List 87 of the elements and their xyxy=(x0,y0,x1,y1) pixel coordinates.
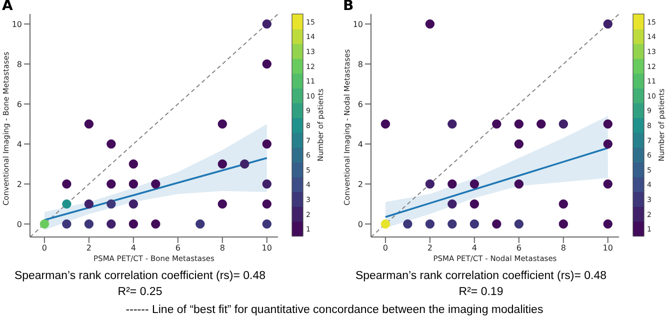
point xyxy=(514,119,524,129)
point xyxy=(151,219,160,229)
y-tick-label: 2 xyxy=(358,180,363,189)
point xyxy=(106,139,116,149)
x-tick-label: 6 xyxy=(175,244,180,253)
point xyxy=(514,139,524,149)
point xyxy=(603,179,612,189)
text: R²= 0.25 xyxy=(116,285,164,299)
point xyxy=(106,179,116,189)
point xyxy=(603,19,612,29)
point xyxy=(603,119,612,129)
point xyxy=(470,179,480,189)
point xyxy=(128,179,138,189)
point xyxy=(425,179,435,189)
y-tick-label: 0 xyxy=(358,220,363,229)
x-tick-label: 10 xyxy=(262,244,272,253)
point xyxy=(536,119,546,129)
point xyxy=(470,219,480,229)
point xyxy=(218,119,228,129)
point xyxy=(62,179,72,189)
point xyxy=(196,219,205,229)
y-tick-label: 4 xyxy=(358,140,363,149)
point xyxy=(425,219,435,229)
chart-title: A xyxy=(2,0,13,14)
text: Spearman’s rank correlation coefficient (rs)= 0.48 xyxy=(354,269,608,283)
point xyxy=(240,159,250,169)
y-tick-label: 6 xyxy=(358,100,363,109)
point xyxy=(262,19,272,29)
x-tick-label: 0 xyxy=(42,244,48,253)
point xyxy=(380,219,390,229)
point xyxy=(84,119,94,129)
point xyxy=(558,219,568,229)
x-tick-label: 10 xyxy=(602,244,613,253)
x-tick-label: 8 xyxy=(220,244,225,253)
y-tick-label: 2 xyxy=(16,180,22,189)
point xyxy=(380,119,390,129)
x-tick-label: 4 xyxy=(472,244,477,253)
x-tick-label: 4 xyxy=(130,244,136,253)
y-tick-label: 8 xyxy=(16,60,22,69)
x-tick-label: 6 xyxy=(516,244,522,253)
point xyxy=(262,219,272,229)
point xyxy=(128,219,138,229)
y-tick-label: 0 xyxy=(16,220,22,229)
point xyxy=(403,219,412,229)
y-tick-label: 10 xyxy=(12,20,22,29)
point xyxy=(218,159,228,169)
point xyxy=(62,219,72,229)
point xyxy=(262,179,272,189)
point xyxy=(62,199,72,209)
point xyxy=(151,179,160,189)
text: Spearman’s rank correlation coefficient (rs)= 0.48 xyxy=(13,269,267,283)
point xyxy=(106,199,116,209)
point xyxy=(514,219,524,229)
point xyxy=(448,179,457,189)
point xyxy=(84,199,94,209)
y-tick-label: 8 xyxy=(358,60,363,69)
text: R²= 0.19 xyxy=(458,285,504,299)
y-tick-label: 4 xyxy=(16,140,22,149)
point xyxy=(40,219,50,229)
y-tick-label: 6 xyxy=(16,100,22,109)
x-tick-label: 2 xyxy=(86,244,92,253)
point xyxy=(262,199,272,209)
x-tick-label: 8 xyxy=(560,244,566,253)
point xyxy=(514,179,524,189)
point xyxy=(128,159,138,169)
point xyxy=(492,219,502,229)
text: ------ Line of “best fit” for quantitative concordance between the imaging modalities xyxy=(124,304,544,316)
point xyxy=(558,199,568,209)
point xyxy=(603,139,612,149)
point xyxy=(558,119,568,129)
point xyxy=(492,119,502,129)
point xyxy=(448,219,457,229)
point xyxy=(448,119,457,129)
point xyxy=(425,19,435,29)
point xyxy=(128,199,138,209)
point xyxy=(106,219,116,229)
x-tick-label: 2 xyxy=(427,244,432,253)
point xyxy=(218,199,228,209)
chart-title: B xyxy=(343,0,354,14)
point xyxy=(470,199,480,209)
point xyxy=(262,139,272,149)
point xyxy=(603,219,612,229)
y-tick-label: 10 xyxy=(352,20,363,29)
x-tick-label: 0 xyxy=(382,244,388,253)
point xyxy=(448,199,457,209)
point xyxy=(84,219,94,229)
point xyxy=(262,59,272,69)
